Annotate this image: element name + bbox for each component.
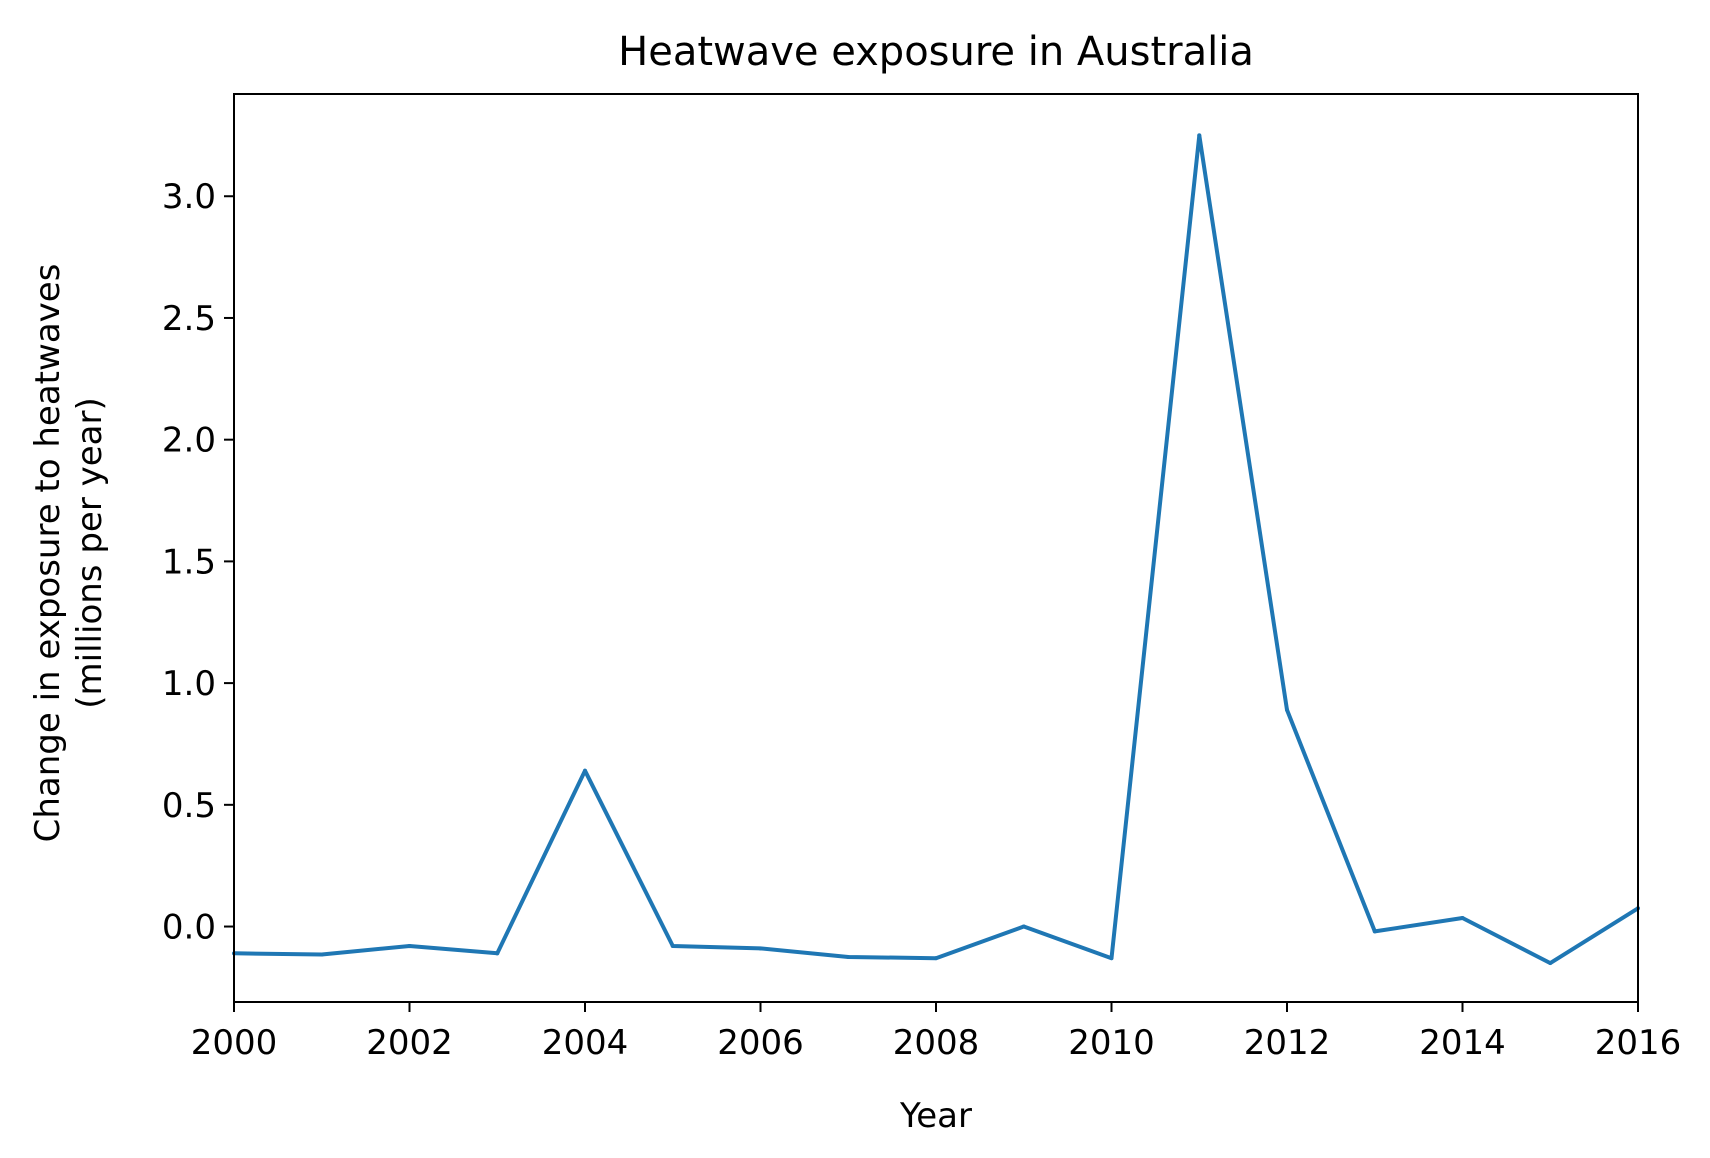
- x-tick-label: 2006: [717, 1023, 804, 1063]
- data-point: [407, 944, 412, 949]
- data-point: [319, 952, 324, 957]
- data-point: [1548, 961, 1553, 966]
- y-tick-label: 0.0: [162, 908, 216, 948]
- y-tick-label: 3.0: [162, 177, 216, 217]
- data-point: [1197, 133, 1202, 138]
- series-layer: [232, 133, 1640, 966]
- x-tick-label: 2008: [893, 1023, 980, 1063]
- y-axis-label-line-2: (millions per year): [70, 397, 110, 708]
- data-point: [758, 946, 763, 951]
- data-point: [495, 951, 500, 956]
- x-axis-label: Year: [899, 1096, 972, 1136]
- series-line: [233, 133, 1640, 966]
- data-point: [1460, 916, 1465, 921]
- x-tick-label: 2012: [1244, 1023, 1331, 1063]
- y-axis-label-line-1: Change in exposure to heatwaves: [28, 264, 68, 843]
- x-axis-ticks: 2000 2002 2004 2006 2008 2010 2012 2014 2016: [191, 1002, 1682, 1063]
- x-tick-label: 2000: [191, 1023, 278, 1063]
- plot-frame: [233, 93, 1639, 1003]
- y-axis-label: Change in exposure to heatwaves (million…: [28, 264, 110, 843]
- y-tick-label: 1.0: [162, 664, 216, 704]
- data-point: [934, 956, 938, 961]
- chart-title: Heatwave exposure in Australia: [618, 29, 1254, 75]
- data-point: [583, 768, 587, 773]
- y-tick-label: 2.5: [162, 299, 216, 339]
- data-point: [1109, 956, 1114, 961]
- x-tick-label: 2010: [1068, 1023, 1155, 1063]
- y-axis-ticks: 0.0 0.5 1.0 1.5 2.0 2.5 3.0: [162, 177, 234, 948]
- y-tick-label: 2.0: [162, 421, 216, 461]
- data-point: [1021, 924, 1026, 929]
- y-tick-label: 0.5: [162, 786, 216, 826]
- data-point: [846, 954, 851, 959]
- data-point: [670, 944, 675, 949]
- x-tick-label: 2002: [366, 1023, 453, 1063]
- data-point: [1285, 707, 1289, 712]
- y-tick-label: 1.5: [162, 542, 216, 582]
- x-tick-label: 2004: [542, 1023, 629, 1063]
- data-point: [1372, 929, 1377, 934]
- x-tick-label: 2014: [1419, 1023, 1506, 1063]
- x-tick-label: 2016: [1595, 1023, 1682, 1063]
